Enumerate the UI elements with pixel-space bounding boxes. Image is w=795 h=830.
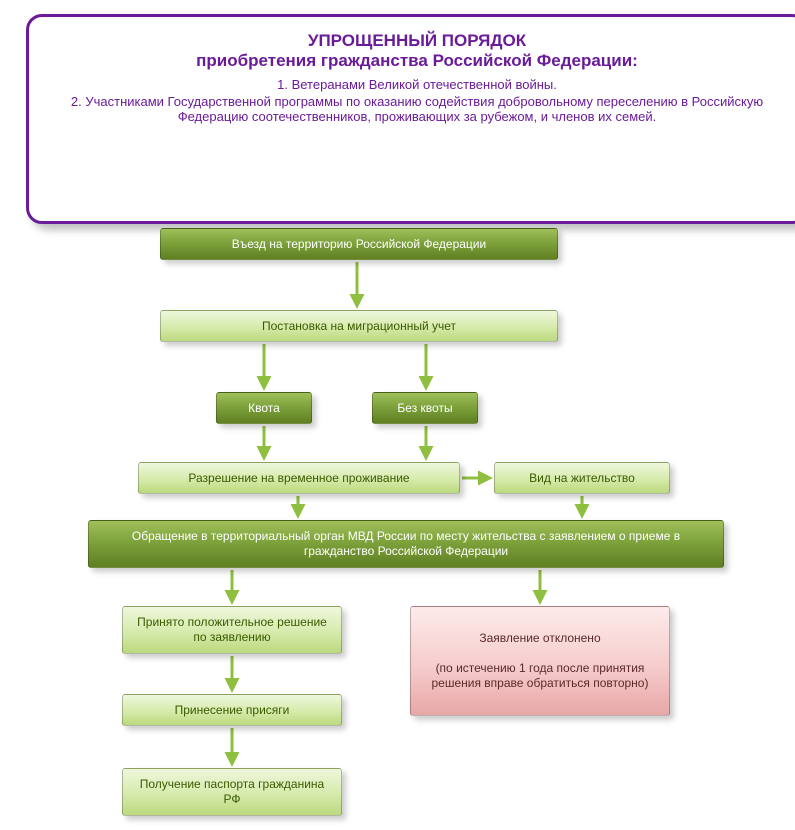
node-pas: Получение паспорта гражданина РФ xyxy=(122,768,342,816)
node-vnj: Вид на жительство xyxy=(494,462,670,494)
node-n2: Постановка на миграционный учет xyxy=(160,310,558,342)
node-q2: Без квоты xyxy=(372,392,478,424)
node-rvp: Разрешение на временное проживание xyxy=(138,462,460,494)
header-title-2: приобретения гражданства Российской Феде… xyxy=(47,51,787,71)
header-box: УПРОЩЕННЫЙ ПОРЯДОК приобретения гражданс… xyxy=(26,14,795,224)
node-rej: Заявление отклонено (по истечению 1 года… xyxy=(410,606,670,716)
node-mvd: Обращение в территориальный орган МВД Ро… xyxy=(88,520,724,568)
node-pos: Принято положительное решение по заявлен… xyxy=(122,606,342,654)
diagram-stage: УПРОЩЕННЫЙ ПОРЯДОК приобретения гражданс… xyxy=(0,0,795,830)
header-list: 1. Ветеранами Великой отечественной войн… xyxy=(47,77,787,124)
node-pri: Принесение присяги xyxy=(122,694,342,726)
header-item-1: 1. Ветеранами Великой отечественной войн… xyxy=(47,77,787,92)
node-q1: Квота xyxy=(216,392,312,424)
node-n1: Въезд на территорию Российской Федерации xyxy=(160,228,558,260)
header-item-2: 2. Участниками Государственной программы… xyxy=(47,94,787,124)
header-title-1: УПРОЩЕННЫЙ ПОРЯДОК xyxy=(47,31,787,51)
